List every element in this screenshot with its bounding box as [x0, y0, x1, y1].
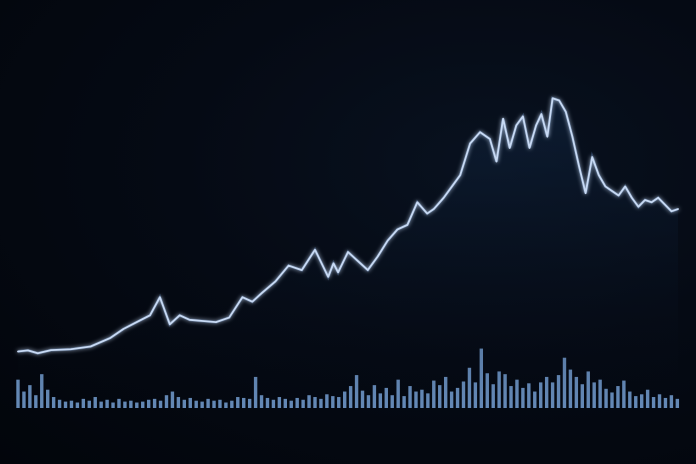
price-line	[17, 97, 679, 355]
